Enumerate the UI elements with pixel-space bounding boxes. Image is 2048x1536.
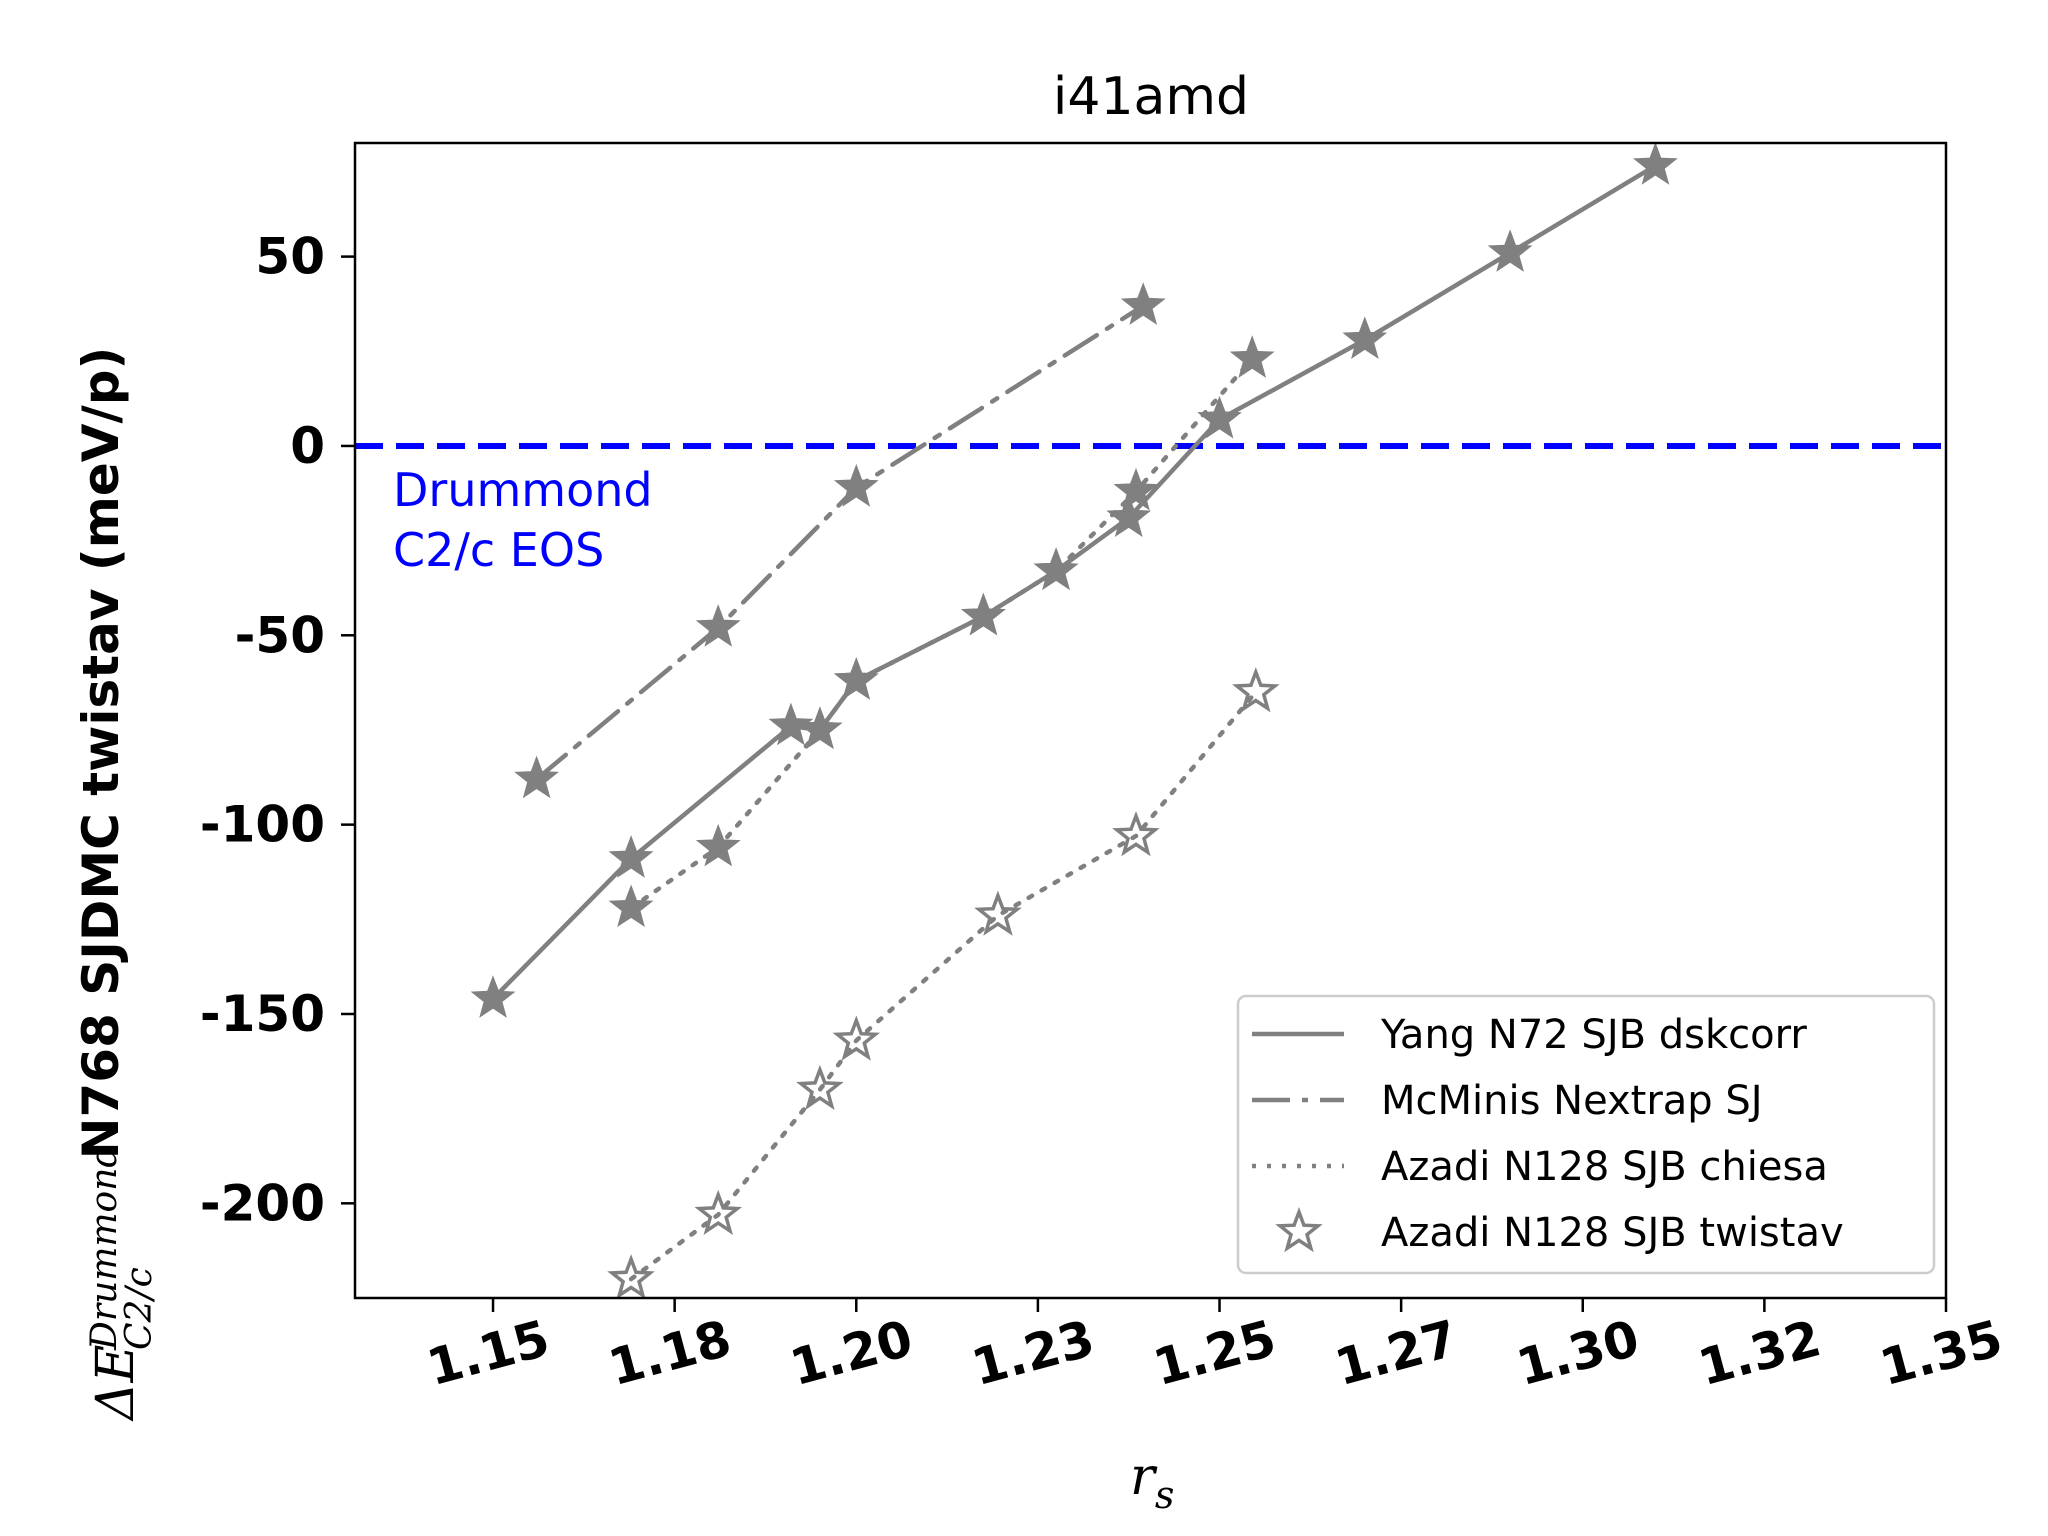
data-point-star: [1113, 467, 1159, 511]
series-line: [628, 689, 1259, 1282]
y-axis-label-symbol: ΔE: [86, 1344, 146, 1422]
y-tick-label: -200: [200, 1174, 325, 1232]
y-axis-label-superscript: Drummond: [84, 1145, 125, 1351]
y-tick-label: -100: [200, 796, 325, 854]
chart-title: i41amd: [1053, 67, 1249, 127]
legend-entry: Yang N72 SJB dskcorr: [1252, 1012, 1807, 1058]
data-point-star: [470, 975, 516, 1018]
y-axis-label-subscript: C2/c: [119, 1267, 160, 1350]
annotation-drummond: Drummond C2/c EOS: [393, 463, 653, 577]
data-point-star: [695, 604, 741, 647]
data-point-star: [832, 1015, 881, 1061]
y-tick-label: -50: [235, 606, 325, 664]
data-point-star: [1112, 811, 1160, 857]
data-point-star: [768, 702, 814, 746]
legend-label: McMinis Nextrap SJ: [1381, 1078, 1763, 1124]
legend-label: Azadi N128 SJB chiesa: [1381, 1144, 1828, 1190]
annotation-line-1: Drummond: [393, 463, 653, 517]
data-point-star: [1487, 229, 1533, 272]
data-point-star: [514, 755, 559, 799]
legend-entry: Azadi N128 SJB chiesa: [1252, 1144, 1828, 1190]
x-axis-label-main: r: [1130, 1447, 1158, 1507]
legend-box: [1236, 994, 1936, 1275]
legend-entry: Azadi N128 SJB twistav: [1275, 1206, 1844, 1256]
plot-frame: [353, 141, 1948, 1300]
series-mcminis-nextrap-sj: [514, 282, 1166, 799]
data-point-star: [1232, 667, 1280, 713]
data-point-star: [607, 1254, 655, 1300]
data-point-star: [974, 890, 1022, 936]
y-tick-label: 50: [255, 228, 325, 286]
y-tick-label: 0: [290, 417, 325, 475]
legend: Yang N72 SJB dskcorr McMinis Nextrap SJ Az…: [1236, 994, 1936, 1275]
data-point-star: [695, 823, 741, 867]
y-axis-label: N768 SJDMC twistav (meV/p) ΔE Drummond C…: [72, 347, 160, 1422]
data-point-star: [1633, 142, 1678, 185]
data-point-star: [694, 1189, 743, 1235]
data-point-star: [833, 464, 879, 507]
legend-label: Azadi N128 SJB twistav: [1381, 1210, 1844, 1256]
y-tick-label: -150: [200, 985, 325, 1043]
data-point-star: [608, 884, 654, 927]
x-axis-label-subscript: s: [1155, 1473, 1175, 1517]
data-point-star: [1033, 547, 1079, 591]
y-axis-ticks: 50 0 -50 -100 -150 -200: [200, 228, 355, 1232]
data-point-star: [608, 835, 654, 878]
annotation-line-2: C2/c EOS: [393, 523, 604, 577]
data-point-star: [796, 1064, 844, 1110]
legend-swatch-star: [1275, 1206, 1323, 1253]
data-point-star: [961, 592, 1006, 636]
legend-label: Yang N72 SJB dskcorr: [1380, 1012, 1807, 1058]
series-azadi-n128-sjb-chiesa: [608, 335, 1275, 927]
legend-entry: McMinis Nextrap SJ: [1252, 1078, 1763, 1124]
plot-series: [355, 142, 1946, 1300]
data-point-star: [1229, 335, 1275, 378]
y-axis-label-main: N768 SJDMC twistav (meV/p): [72, 347, 130, 1160]
x-axis-label: rs: [1130, 1447, 1174, 1517]
series-line: [628, 356, 1255, 911]
data-point-star: [833, 657, 879, 700]
series-line: [534, 303, 1146, 782]
data-point-star: [1342, 316, 1388, 359]
data-point-star: [797, 706, 843, 749]
data-point-star: [1120, 282, 1166, 325]
series-azadi-n128-sjb-twistav: [607, 667, 1280, 1300]
